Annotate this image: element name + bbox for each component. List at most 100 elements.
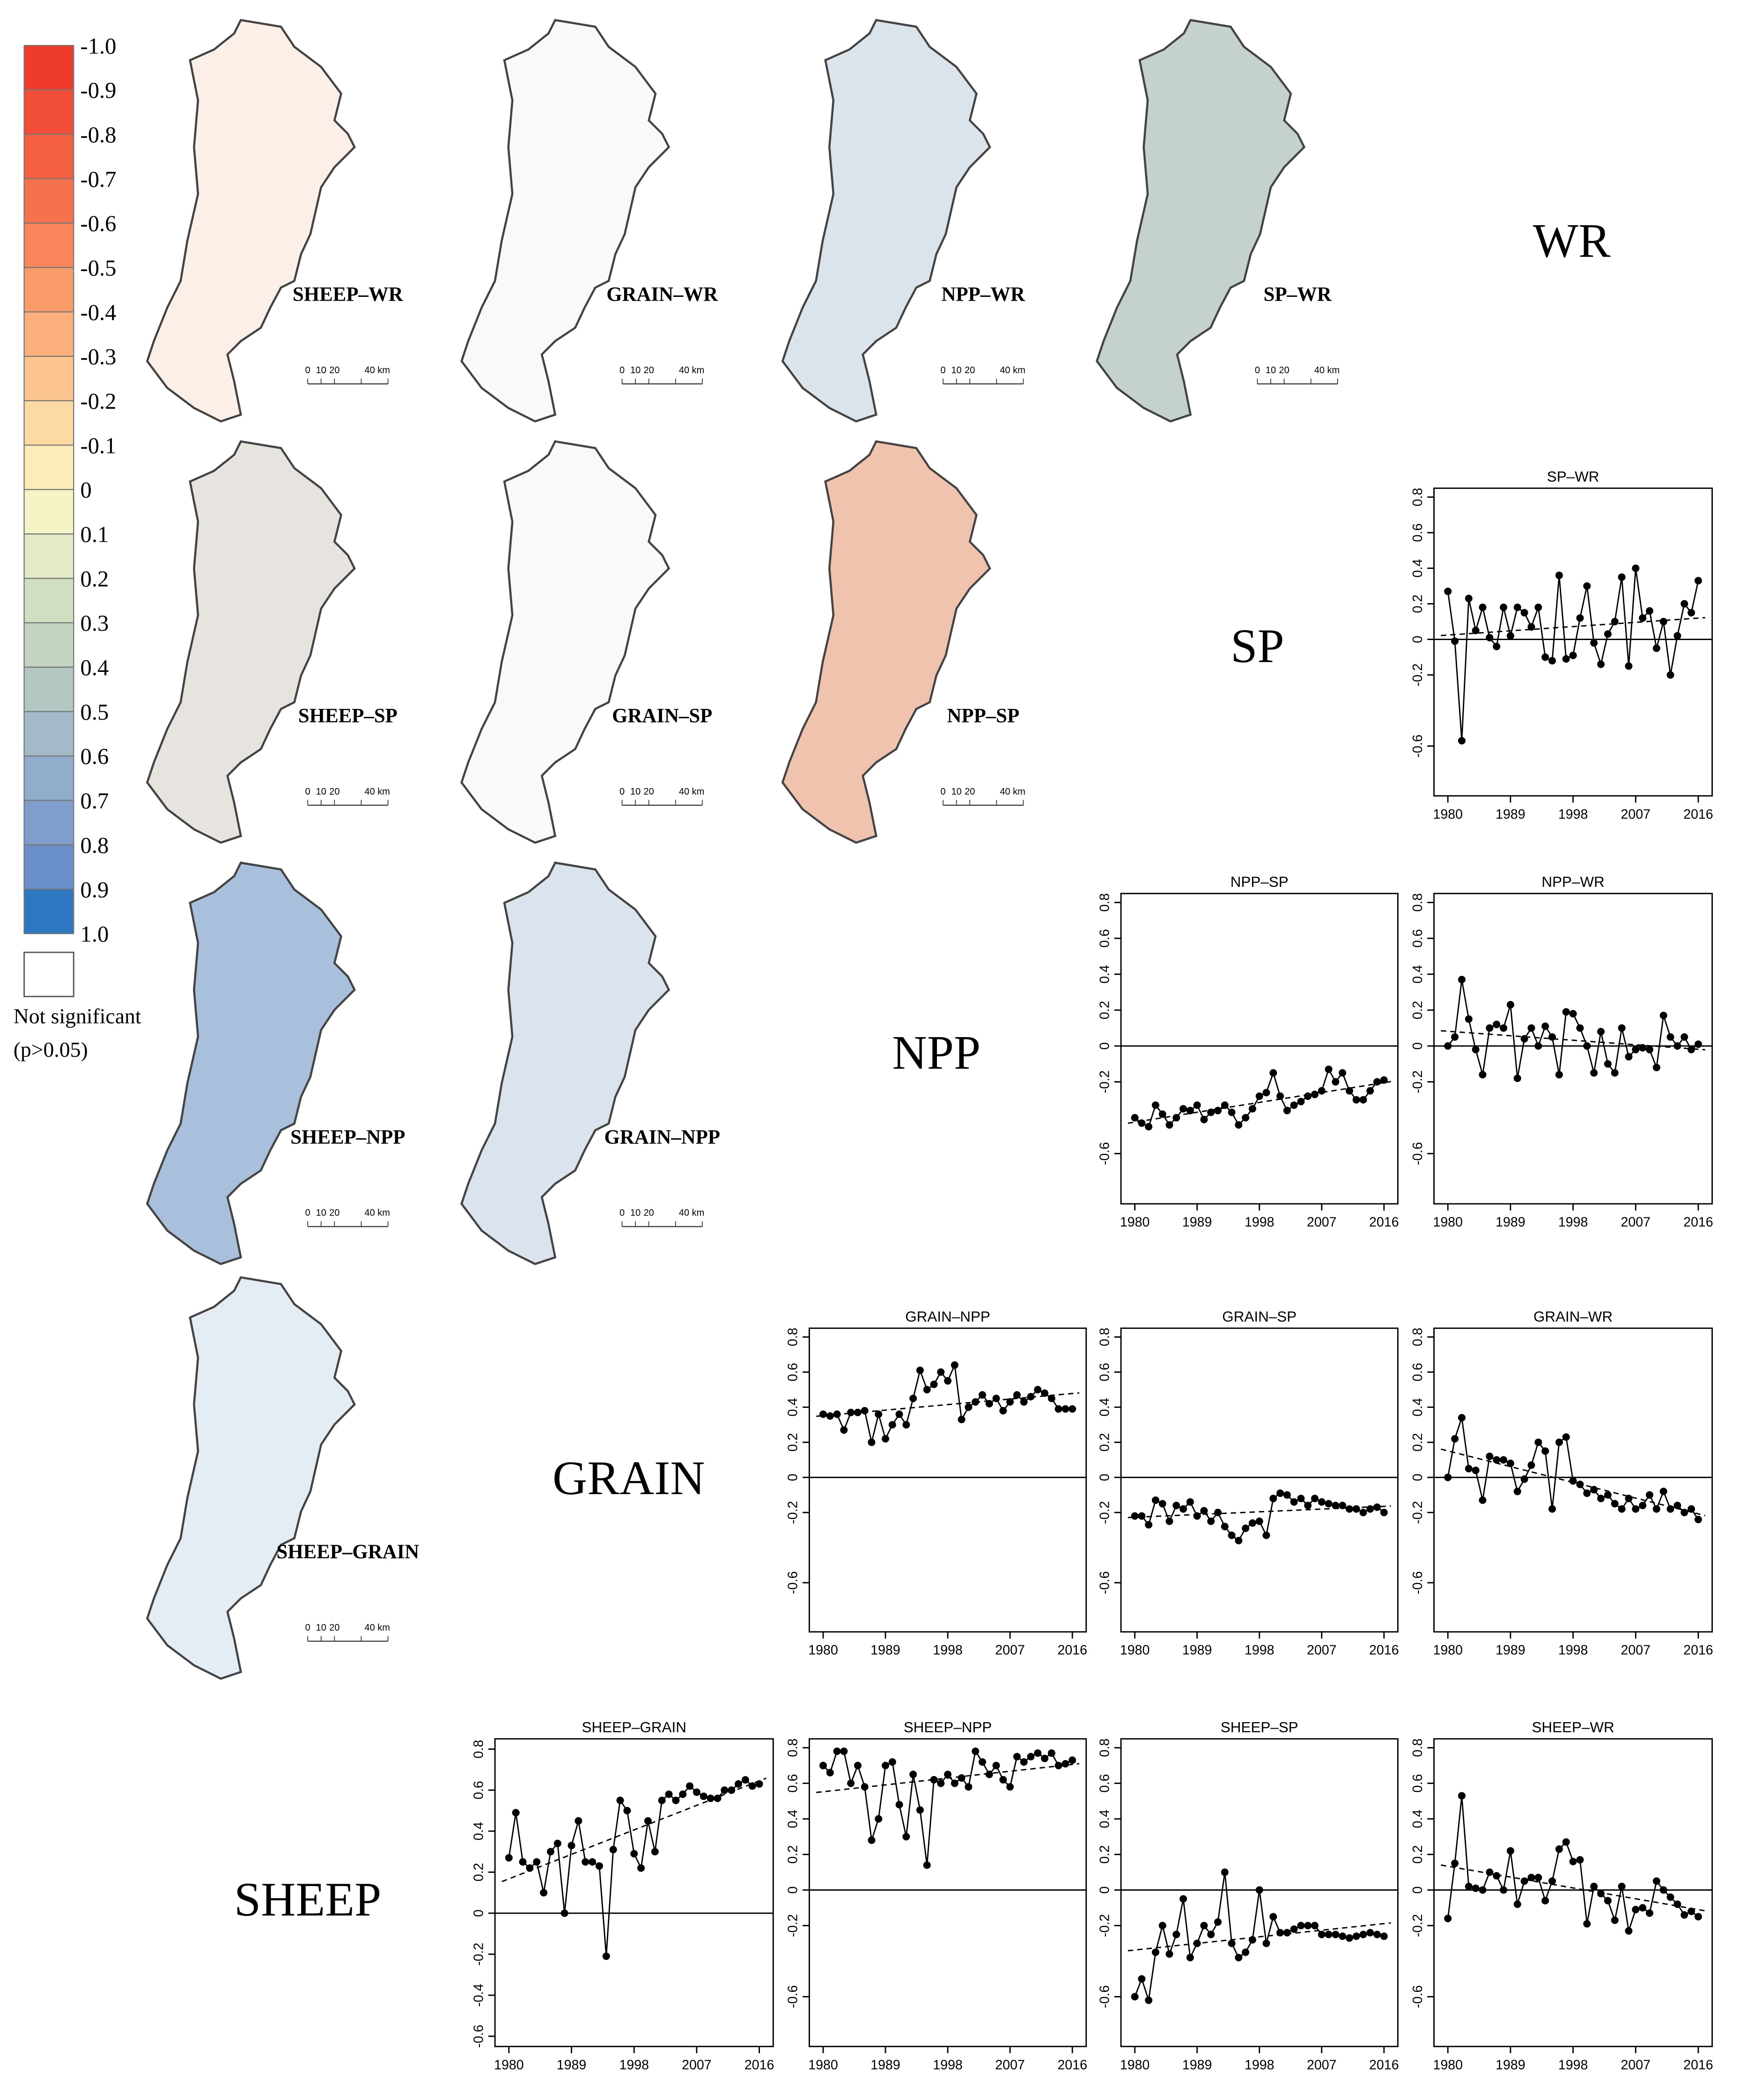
data-point: [1472, 1046, 1480, 1054]
scale-label: 40 km: [365, 787, 390, 797]
data-point: [1339, 1932, 1347, 1940]
data-point: [1027, 1753, 1035, 1761]
map-label: NPP–SP: [947, 705, 1019, 727]
y-tick-label: 0.6: [1097, 1774, 1112, 1793]
data-point: [1366, 1087, 1374, 1095]
data-point: [819, 1410, 827, 1418]
data-point: [637, 1864, 645, 1872]
data-point: [1352, 1505, 1360, 1513]
data-point: [672, 1797, 680, 1805]
y-tick-label: -0.2: [786, 1501, 801, 1524]
data-point: [1027, 1393, 1035, 1400]
data-point: [1583, 1920, 1591, 1928]
map: NPP–WR 0 10 20 40 km: [782, 20, 1025, 421]
data-point: [1555, 571, 1563, 579]
data-point: [560, 1909, 568, 1917]
legend-text: Not significant: [14, 1004, 141, 1028]
data-point: [1200, 1115, 1208, 1123]
data-point: [1562, 1008, 1570, 1016]
x-tick-label: 2016: [1369, 1643, 1399, 1658]
data-point: [1451, 637, 1459, 645]
data-point: [1534, 1438, 1542, 1446]
x-tick-label: 2016: [1369, 1215, 1399, 1230]
y-tick-label: 0.4: [1410, 965, 1425, 984]
data-point: [1472, 626, 1480, 634]
scale-label: 40 km: [679, 365, 704, 376]
y-tick-label: -0.2: [471, 1943, 486, 1966]
scale-label: 40 km: [365, 1622, 390, 1633]
scale-label: 10: [316, 1208, 326, 1218]
y-tick-label: 0.4: [471, 1822, 486, 1841]
y-tick-label: -0.6: [1097, 1571, 1112, 1594]
colorbar-cell: [23, 311, 74, 357]
data-point: [1214, 1106, 1222, 1114]
data-point: [965, 1783, 973, 1791]
data-point: [1639, 1502, 1647, 1510]
colorbar-cell: [23, 44, 74, 91]
x-tick-label: 1989: [1496, 1643, 1525, 1658]
colorbar-cell: [23, 178, 74, 224]
data-point: [1472, 1466, 1480, 1474]
map-label: GRAIN–NPP: [604, 1126, 720, 1148]
data-point: [1695, 1040, 1702, 1048]
x-tick-label: 1989: [870, 2057, 900, 2072]
data-point: [582, 1858, 589, 1866]
data-point: [937, 1368, 945, 1376]
data-point: [1493, 642, 1501, 650]
scale-label: 0: [1255, 365, 1260, 376]
data-point: [1297, 1495, 1305, 1503]
data-point: [686, 1782, 694, 1790]
data-point: [992, 1394, 1000, 1402]
diagonal-label: NPP: [892, 1026, 981, 1079]
data-point: [1486, 1868, 1494, 1876]
data-point: [693, 1788, 700, 1796]
data-point: [916, 1806, 924, 1814]
data-point: [854, 1761, 862, 1769]
map: NPP–SP 0 10 20 40 km: [782, 442, 1025, 843]
data-point: [1138, 1975, 1146, 1983]
colorbar-cell: [23, 355, 74, 402]
y-tick-label: -0.6: [786, 1985, 801, 2008]
data-point: [1214, 1509, 1222, 1517]
x-tick-label: 2007: [1621, 2057, 1651, 2072]
colorbar-label: 0.1: [81, 522, 109, 547]
legend-text: (p>0.05): [14, 1038, 88, 1061]
data-point: [1576, 1024, 1584, 1032]
data-point: [1465, 1465, 1473, 1473]
x-tick-label: 1989: [557, 2057, 587, 2072]
data-point: [1262, 1532, 1270, 1539]
data-point: [875, 1410, 883, 1418]
data-point: [505, 1854, 513, 1862]
data-point: [1013, 1753, 1021, 1761]
chart-title: GRAIN–SP: [1222, 1308, 1297, 1325]
x-tick-label: 2016: [1057, 2057, 1087, 2072]
y-tick-label: -0.6: [1410, 1985, 1425, 2008]
x-tick-label: 2016: [1683, 807, 1713, 822]
diagonal-label: SP: [1231, 619, 1284, 673]
data-point: [1325, 1500, 1333, 1508]
data-point: [1269, 1495, 1277, 1503]
data-point: [1151, 1101, 1159, 1109]
data-point: [540, 1889, 548, 1897]
data-point: [1472, 1884, 1480, 1892]
data-point: [1646, 607, 1654, 615]
data-point: [1659, 1886, 1667, 1894]
data-point: [1255, 1092, 1263, 1100]
data-point: [1576, 1856, 1584, 1864]
data-point: [1687, 1046, 1695, 1054]
data-point: [972, 1398, 980, 1406]
data-point: [826, 1768, 834, 1776]
data-point: [1290, 1925, 1298, 1933]
y-tick-label: 0.8: [786, 1739, 801, 1757]
x-tick-label: 1998: [1245, 2057, 1275, 2072]
data-point: [992, 1761, 1000, 1769]
data-point: [1200, 1922, 1208, 1930]
data-point: [1276, 1489, 1284, 1497]
y-tick-label: -0.6: [1410, 1142, 1425, 1165]
data-point: [1520, 1475, 1528, 1483]
scale-label: 10: [630, 365, 641, 376]
data-point: [1506, 632, 1514, 640]
data-point: [533, 1858, 541, 1866]
x-tick-label: 2007: [1621, 1215, 1651, 1230]
scale-label: 10: [316, 365, 326, 376]
